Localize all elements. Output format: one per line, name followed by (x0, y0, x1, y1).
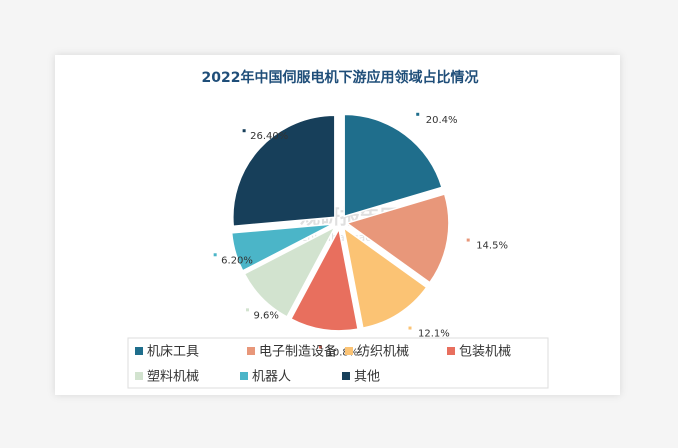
label-marker (408, 326, 412, 330)
label-marker (242, 129, 246, 133)
legend-label: 机床工具 (147, 345, 199, 360)
legend-swatch (342, 372, 350, 380)
pie-slice (289, 226, 359, 332)
data-label: 6.20% (221, 255, 253, 266)
pie-slice (243, 225, 337, 318)
legend-label: 纺织机械 (357, 345, 409, 360)
label-marker (466, 238, 470, 242)
legend-label: 包装机械 (459, 345, 511, 360)
pie-slice (343, 113, 443, 218)
legend-swatch (247, 347, 255, 355)
legend-label: 电子制造设备 (259, 344, 337, 360)
legend-swatch (135, 372, 143, 380)
data-label: 10.8% (326, 348, 358, 359)
pie-slice (342, 226, 428, 329)
data-label: 12.1% (418, 329, 450, 340)
data-label: 26.40% (250, 131, 288, 142)
legend-swatch (447, 347, 455, 355)
chart-title: 2022年中国伺服电机下游应用领域占比情况 (202, 69, 479, 86)
data-label: 20.4% (426, 115, 458, 126)
data-label: 9.6% (254, 310, 279, 321)
pie-slice (345, 193, 450, 284)
pie-slice (230, 223, 334, 272)
legend-swatch (345, 347, 353, 355)
legend-box (127, 337, 549, 389)
data-label: 14.5% (476, 241, 508, 252)
label-marker (213, 253, 217, 257)
legend-label: 塑料机械 (147, 370, 199, 385)
legend-swatch (240, 372, 248, 380)
legend-swatch (135, 347, 143, 355)
legend-label: 其他 (354, 370, 380, 385)
label-marker (416, 112, 420, 116)
label-marker (246, 308, 250, 312)
pie-slice (232, 114, 336, 228)
label-marker (318, 345, 322, 349)
legend-label: 机器人 (252, 370, 291, 385)
